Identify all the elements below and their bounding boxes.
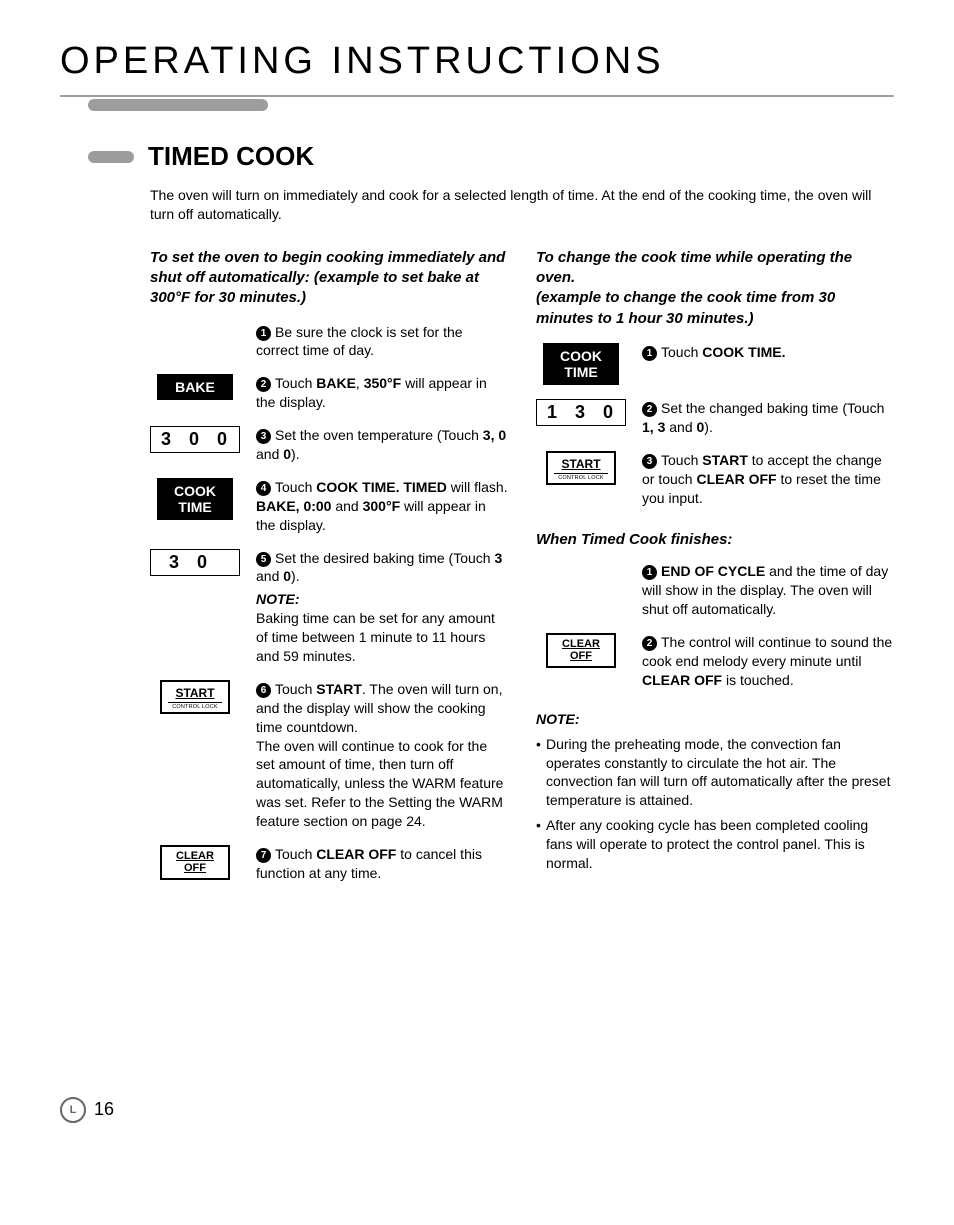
display-panel-icon: 30	[150, 549, 240, 576]
step-text: 2The control will continue to sound the …	[642, 633, 894, 690]
step-number-icon: 1	[642, 346, 657, 361]
step-text: 2Set the changed baking time (Touch 1, 3…	[642, 399, 894, 437]
divider	[60, 95, 894, 111]
left-subheading: To set the oven to begin cooking immedia…	[150, 248, 508, 309]
cook-time-button-icon: COOK TIME	[157, 478, 233, 520]
bake-button-icon: BAKE	[157, 374, 233, 400]
note-label: NOTE:	[256, 590, 508, 609]
step-row: 30 5Set the desired baking time (Touch 3…	[150, 549, 508, 666]
step-number-icon: 3	[642, 454, 657, 469]
step-number-icon: 2	[642, 402, 657, 417]
step-row: 300 3Set the oven temperature (Touch 3, …	[150, 426, 508, 464]
step-number-icon: 3	[256, 429, 271, 444]
step-number-icon: 7	[256, 848, 271, 863]
step-text: 6Touch START. The oven will turn on, and…	[256, 680, 508, 831]
page-footer: L 16	[60, 1097, 894, 1123]
step-icon: COOK TIME	[536, 343, 626, 385]
note-item: During the preheating mode, the convecti…	[536, 735, 894, 811]
note-label: NOTE:	[536, 710, 894, 729]
left-column: To set the oven to begin cooking immedia…	[150, 248, 508, 897]
step-number-icon: 1	[642, 565, 657, 580]
step-text: 1Touch COOK TIME.	[642, 343, 894, 362]
right-subheading: To change the cook time while operating …	[536, 248, 894, 329]
step-row: CLEAR OFF 7Touch CLEAR OFF to cancel thi…	[150, 845, 508, 883]
step-icon: START CONTROL LOCK	[150, 680, 240, 714]
step-icon: BAKE	[150, 374, 240, 400]
step-row: COOK TIME 4Touch COOK TIME. TIMED will f…	[150, 478, 508, 535]
step-row: COOK TIME 1Touch COOK TIME.	[536, 343, 894, 385]
note-body: Baking time can be set for any amount of…	[256, 609, 508, 666]
step-text: 1Be sure the clock is set for the correc…	[256, 323, 508, 361]
step-row: 1Be sure the clock is set for the correc…	[150, 323, 508, 361]
step-number-icon: 1	[256, 326, 271, 341]
step-text: 7Touch CLEAR OFF to cancel this function…	[256, 845, 508, 883]
step-row: 130 2Set the changed baking time (Touch …	[536, 399, 894, 437]
step-icon: START CONTROL LOCK	[536, 451, 626, 485]
step-number-icon: 5	[256, 552, 271, 567]
step-row: BAKE 2Touch BAKE, 350°F will appear in t…	[150, 374, 508, 412]
start-button-icon: START CONTROL LOCK	[160, 680, 230, 714]
step-number-icon: 4	[256, 481, 271, 496]
step-text: 4Touch COOK TIME. TIMED will flash. BAKE…	[256, 478, 508, 535]
step-number-icon: 2	[642, 636, 657, 651]
step-row: START CONTROL LOCK 6Touch START. The ove…	[150, 680, 508, 831]
step-text: 5Set the desired baking time (Touch 3 an…	[256, 549, 508, 666]
display-panel-icon: 300	[150, 426, 240, 453]
lg-logo-icon: L	[60, 1097, 86, 1123]
step-text: 3Touch START to accept the change or tou…	[642, 451, 894, 508]
step-row: START CONTROL LOCK 3Touch START to accep…	[536, 451, 894, 508]
section-heading-wrap: TIMED COOK	[88, 141, 894, 172]
when-heading: When Timed Cook finishes:	[536, 531, 894, 548]
page-title: OPERATING INSTRUCTIONS	[60, 40, 894, 83]
step-icon: 300	[150, 426, 240, 453]
cook-time-button-icon: COOK TIME	[543, 343, 619, 385]
step-icon: 30	[150, 549, 240, 576]
page-number: 16	[94, 1099, 114, 1120]
step-extra: The oven will continue to cook for the s…	[256, 737, 508, 831]
step-row: 1END OF CYCLE and the time of day will s…	[536, 562, 894, 619]
right-column: To change the cook time while operating …	[536, 248, 894, 897]
step-text: 2Touch BAKE, 350°F will appear in the di…	[256, 374, 508, 412]
footer-note: NOTE: During the preheating mode, the co…	[536, 710, 894, 873]
step-text: 3Set the oven temperature (Touch 3, 0 an…	[256, 426, 508, 464]
section-pill-icon	[88, 151, 134, 163]
clear-off-button-icon: CLEAR OFF	[546, 633, 616, 668]
step-icon: COOK TIME	[150, 478, 240, 520]
intro-text: The oven will turn on immediately and co…	[150, 186, 894, 224]
clear-off-button-icon: CLEAR OFF	[160, 845, 230, 880]
step-row: CLEAR OFF 2The control will continue to …	[536, 633, 894, 690]
start-button-icon: START CONTROL LOCK	[546, 451, 616, 485]
step-icon: 130	[536, 399, 626, 426]
step-icon: CLEAR OFF	[150, 845, 240, 880]
step-number-icon: 6	[256, 683, 271, 698]
step-number-icon: 2	[256, 377, 271, 392]
note-item: After any cooking cycle has been complet…	[536, 816, 894, 873]
step-text: 1END OF CYCLE and the time of day will s…	[642, 562, 894, 619]
step-body: Be sure the clock is set for the correct…	[256, 324, 463, 359]
step-icon: CLEAR OFF	[536, 633, 626, 668]
display-panel-icon: 130	[536, 399, 626, 426]
section-heading: TIMED COOK	[148, 141, 314, 172]
